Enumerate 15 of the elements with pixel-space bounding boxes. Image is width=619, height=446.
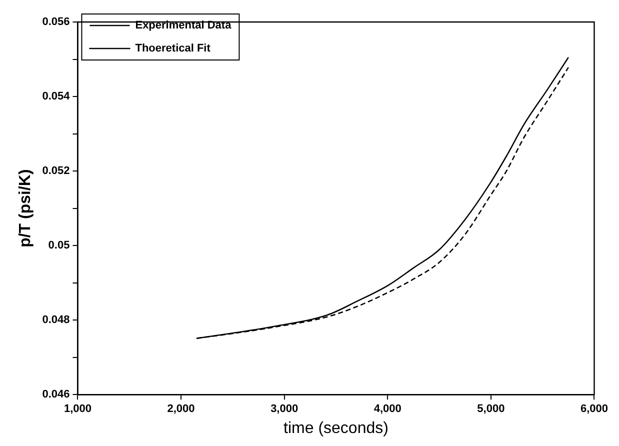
y-tick-label: 0.048 bbox=[42, 314, 70, 326]
y-axis-title: p/T (psi/K) bbox=[17, 169, 34, 248]
y-tick-label: 0.05 bbox=[48, 240, 70, 252]
y-tick-label: 0.056 bbox=[42, 16, 70, 28]
x-tick-label: 4,000 bbox=[374, 403, 402, 416]
y-tick-label: 0.046 bbox=[42, 388, 70, 401]
legend-label: Thoeretical Fit bbox=[135, 42, 211, 55]
x-tick-label: 5,000 bbox=[477, 403, 505, 416]
y-tick-label: 0.054 bbox=[42, 90, 71, 103]
y-tick-label: 0.052 bbox=[42, 165, 70, 178]
x-tick-label: 1,000 bbox=[64, 403, 92, 416]
x-tick-label: 2,000 bbox=[167, 403, 195, 416]
x-tick-label: 6,000 bbox=[580, 403, 608, 416]
x-tick-label: 3,000 bbox=[270, 403, 298, 416]
x-axis-title: time (seconds) bbox=[284, 420, 388, 437]
